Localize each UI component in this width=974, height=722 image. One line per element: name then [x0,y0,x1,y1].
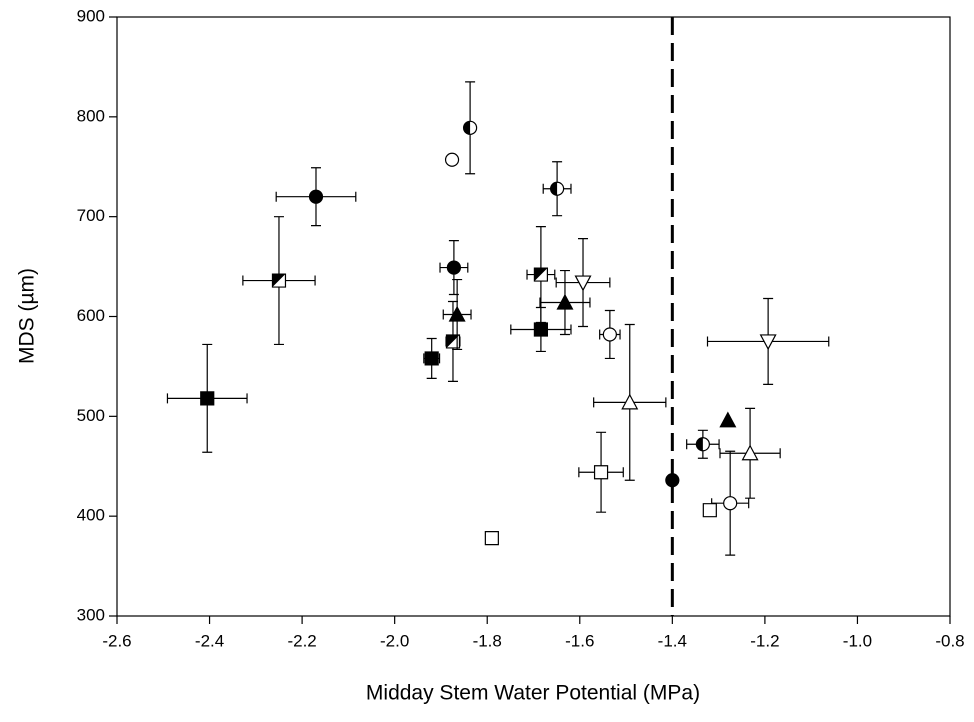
point [719,411,737,428]
x-tick-label: -1.6 [565,631,594,650]
point [308,189,324,204]
y-tick-label: 800 [77,106,105,125]
point [665,473,680,488]
point [723,496,738,511]
x-tick-label: -1.2 [750,631,779,650]
point [741,444,759,461]
point [602,327,617,342]
point-half-fill [534,268,548,282]
point-half-fill [463,121,471,135]
point [621,393,639,410]
x-tick-label: -2.2 [287,631,316,650]
point [556,293,574,310]
y-tick-label: 900 [77,6,105,25]
y-tick-label: 500 [77,406,105,425]
x-tick-label: -2.4 [195,631,224,650]
point [702,503,717,518]
point [574,275,592,292]
x-tick-label: -0.8 [935,631,964,650]
point-half-fill [446,334,460,348]
x-tick-label: -2.6 [102,631,131,650]
point [593,465,609,480]
point [448,305,466,322]
point [424,351,439,366]
y-tick-label: 600 [77,306,105,325]
x-tick-label: -1.4 [658,631,687,650]
point [484,531,499,546]
point [446,260,462,275]
x-tick-label: -1.0 [843,631,872,650]
y-axis-title: MDS (µm) [16,268,39,364]
x-axis-title: Midday Stem Water Potential (MPa) [366,682,700,705]
point-half-fill [696,437,703,451]
point-half-fill [550,182,558,196]
point-half-fill [272,274,286,288]
x-tick-label: -2.0 [380,631,409,650]
y-tick-label: 400 [77,506,105,525]
plot-frame [116,16,951,617]
point [444,152,460,167]
point [200,391,215,406]
point [759,334,777,351]
y-tick-label: 700 [77,206,105,225]
point [533,322,549,337]
x-tick-label: -1.8 [473,631,502,650]
y-tick-label: 300 [77,605,105,624]
